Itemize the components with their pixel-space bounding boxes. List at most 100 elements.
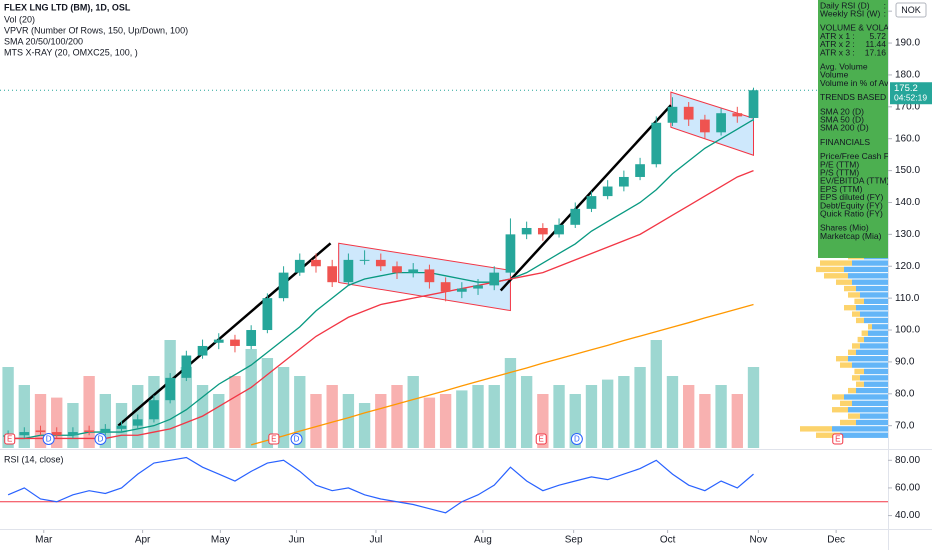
volume-bar [180,367,193,448]
panel-label: Daily RSI (D) [820,0,870,10]
y-tick-label: 70.0 [895,420,915,431]
candle-body [246,330,257,346]
candle-body [132,419,143,426]
volume-bar [83,376,95,448]
y-tick-label: 80.0 [895,388,915,399]
event-icon [4,433,16,445]
candle-body [424,269,435,283]
candle-body [392,266,402,273]
candle-body [683,106,694,120]
vp-down [852,343,860,349]
vp-down [832,407,848,413]
countdown: 04:52:19 [894,92,927,102]
panel-label: ATR x 1 : [820,31,855,41]
rsi-tick-label: 40.00 [895,510,920,521]
candle-body [651,122,662,165]
y-tick-label: 130.0 [895,229,920,240]
vp-up [852,362,888,368]
vp-up [852,279,888,285]
candle-body [165,377,176,401]
vp-down [852,311,860,317]
vp-down [820,260,852,266]
volume-bar [67,403,79,448]
currency: NOK [901,5,921,15]
candle-body [149,400,159,420]
vp-down [844,285,856,292]
y-tick-label: 110.0 [895,293,920,304]
panel-label: EPS (TTM) [820,184,863,194]
event-icon [268,433,280,445]
event-label: E [835,435,840,444]
volume-bar [34,394,47,448]
event-icon [570,433,583,445]
candle-body [602,186,613,197]
vp-up [848,356,888,362]
event-label: D [98,435,104,444]
candle-body [181,355,192,378]
panel-label: Shares (Mio) [820,223,869,233]
candle-body [230,339,240,346]
volume-bar [391,385,403,448]
volume-bar [375,394,387,448]
volume-bar [601,379,614,448]
vp-up [852,260,888,266]
volume-bar [407,376,419,448]
vp-down [840,362,852,368]
volume-bar [261,358,274,448]
vp-down [848,349,856,356]
panel-label: ATR x 3 : [820,47,855,57]
vp-down [848,387,856,394]
event-icon [290,433,303,445]
candle-body [213,339,224,343]
candle-body [505,234,516,273]
volume-bar [245,349,257,448]
indicator-label: MTS X-RAY (20, OMXC25, 100, ) [4,47,138,57]
vp-up [860,292,888,298]
volume-bar [520,376,533,448]
panel-label: Marketcap (Mia) [820,231,882,241]
y-tick-label: 160.0 [895,133,920,144]
vp-down [856,381,864,387]
panel-label: VOLUME & VOLATILITY [820,23,914,33]
x-tick-label: Oct [660,535,676,546]
panel-value: 17.16 [865,47,887,57]
panel-label: P/S (TTM) [820,167,859,177]
volume-bar [553,385,565,448]
x-tick-label: Dec [827,535,845,546]
y-tick-label: 150.0 [895,165,920,176]
volume-bar [326,385,338,448]
candle-body [359,259,370,261]
info-panel [818,0,888,258]
volume-bar [51,397,63,448]
volume-bar [423,397,436,448]
vp-down [857,336,864,343]
rsi-tick-label: 80.00 [895,455,920,466]
volume-bar [537,394,549,448]
event-label: E [7,435,12,444]
candle-body [35,430,46,433]
rsi-tick-label: 60.00 [895,483,920,494]
vp-up [856,305,888,311]
vp-up [860,413,888,419]
x-tick-label: Nov [749,535,767,546]
sma-line [8,119,754,440]
panel-value: : [884,8,886,18]
vp-up [872,324,888,330]
event-icon [832,433,844,445]
volume-bar [504,358,517,448]
candle-body [19,432,30,436]
panel-value: 5.72 [869,31,886,41]
candle-body [521,227,532,235]
sma-line [8,169,754,440]
vp-up [856,285,888,292]
y-tick-label: 90.0 [895,357,915,368]
panel-label: Weekly RSI (W) [820,8,880,18]
candle-body [408,269,419,273]
event-label: D [294,435,300,444]
vp-down [848,292,860,298]
vp-down [852,375,860,381]
candle-body [473,285,483,289]
panel-label: ATR x 2 : [820,39,855,49]
panel-label: EV/EBITDA (TTM) [820,176,890,186]
candle-body [748,90,759,118]
